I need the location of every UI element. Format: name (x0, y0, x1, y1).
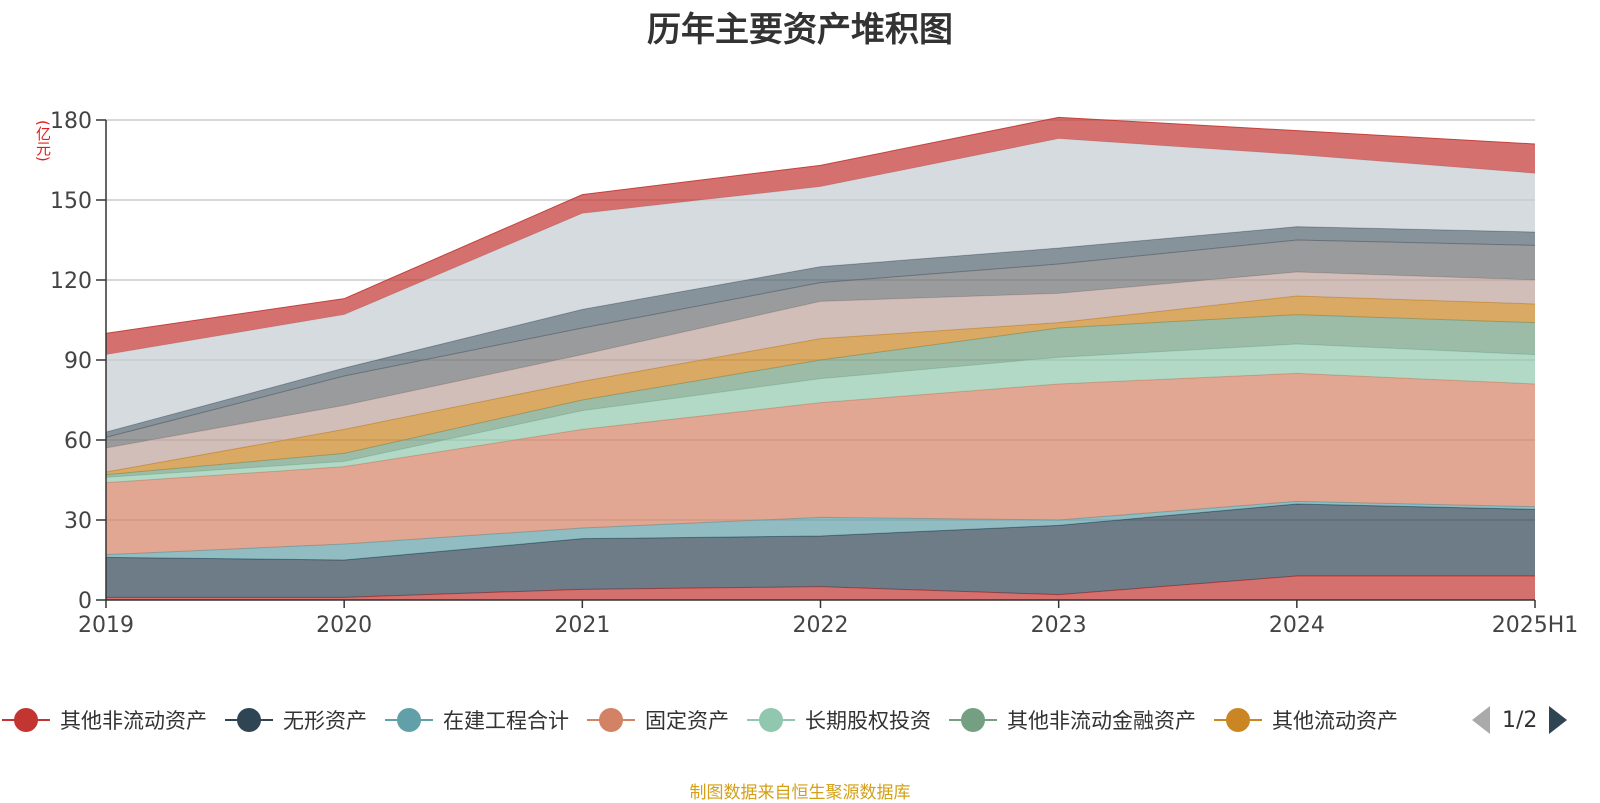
legend-marker-icon (385, 708, 433, 732)
legend-pager: 1/2 (1470, 700, 1568, 740)
chart-title: 历年主要资产堆积图 (647, 10, 953, 50)
data-source-note: 制图数据来自恒生聚源数据库 (689, 783, 911, 803)
y-tick-label: 120 (50, 269, 92, 294)
legend-marker-icon (949, 708, 997, 732)
legend-item[interactable]: 固定资产 (587, 700, 729, 740)
legend-label: 其他流动资产 (1272, 709, 1398, 733)
y-tick-label: 0 (78, 589, 92, 614)
area-series-6 (106, 296, 1535, 475)
legend-marker-icon (2, 708, 50, 732)
area-series-9 (106, 226, 1535, 438)
area-series-5 (106, 314, 1535, 478)
area-series-7 (106, 272, 1535, 472)
x-tick-label: 2024 (1269, 613, 1325, 638)
y-axis-unit-label: (亿元) (34, 120, 52, 162)
y-tick-label: 150 (50, 189, 92, 214)
area-series-2 (106, 501, 1535, 560)
area-series-11 (106, 117, 1535, 355)
area-series-edge-11 (105, 116, 1536, 334)
x-tick-label: 2022 (793, 613, 849, 638)
legend-item[interactable]: 长期股权投资 (747, 700, 931, 740)
area-series-4 (106, 344, 1535, 483)
legend-page-indicator: 1/2 (1502, 707, 1538, 733)
area-series-1 (106, 504, 1535, 598)
legend-item[interactable]: 在建工程合计 (385, 700, 569, 740)
legend-label: 其他非流动金融资产 (1007, 709, 1196, 733)
y-tick-label: 30 (64, 509, 92, 534)
x-tick-label: 2019 (78, 613, 134, 638)
x-tick-label: 2023 (1031, 613, 1087, 638)
area-series-3 (106, 373, 1535, 555)
x-tick-label: 2020 (316, 613, 372, 638)
area-series-8 (106, 240, 1535, 448)
legend-item[interactable]: 无形资产 (225, 700, 367, 740)
y-tick-label: 60 (64, 429, 92, 454)
legend-label: 无形资产 (283, 709, 367, 733)
y-tick-label: 90 (64, 349, 92, 374)
x-tick-label: 2025H1 (1492, 613, 1579, 638)
x-tick-label: 2021 (554, 613, 610, 638)
legend-marker-icon (1214, 708, 1262, 732)
legend-item[interactable]: 其他非流动资产 (2, 700, 207, 740)
area-series-10 (106, 138, 1535, 432)
y-tick-label: 180 (50, 109, 92, 134)
legend-prev-page-icon[interactable] (1472, 706, 1490, 734)
legend-marker-icon (225, 708, 273, 732)
area-series-0 (106, 576, 1535, 600)
legend-item[interactable]: 其他非流动金融资产 (949, 700, 1196, 740)
area-series-edge-9 (105, 226, 1536, 433)
legend-label: 长期股权投资 (805, 709, 931, 733)
area-series-edge-10 (105, 138, 1536, 356)
legend-label: 其他非流动资产 (60, 709, 207, 733)
legend-items: 其他非流动资产 无形资产 在建工程合计 固定资产 长期股权投资 其他非流动金融资产 其他流动… (0, 700, 1472, 740)
legend-next-page-icon[interactable] (1549, 706, 1568, 734)
legend-label: 固定资产 (645, 709, 729, 733)
legend-marker-icon (747, 708, 795, 732)
legend-label: 在建工程合计 (443, 709, 569, 733)
legend-item[interactable]: 其他流动资产 (1214, 700, 1398, 740)
legend-marker-icon (587, 708, 635, 732)
legend: 其他非流动资产 无形资产 在建工程合计 固定资产 长期股权投资 其他非流动金融资产 其他流动… (0, 700, 1600, 740)
